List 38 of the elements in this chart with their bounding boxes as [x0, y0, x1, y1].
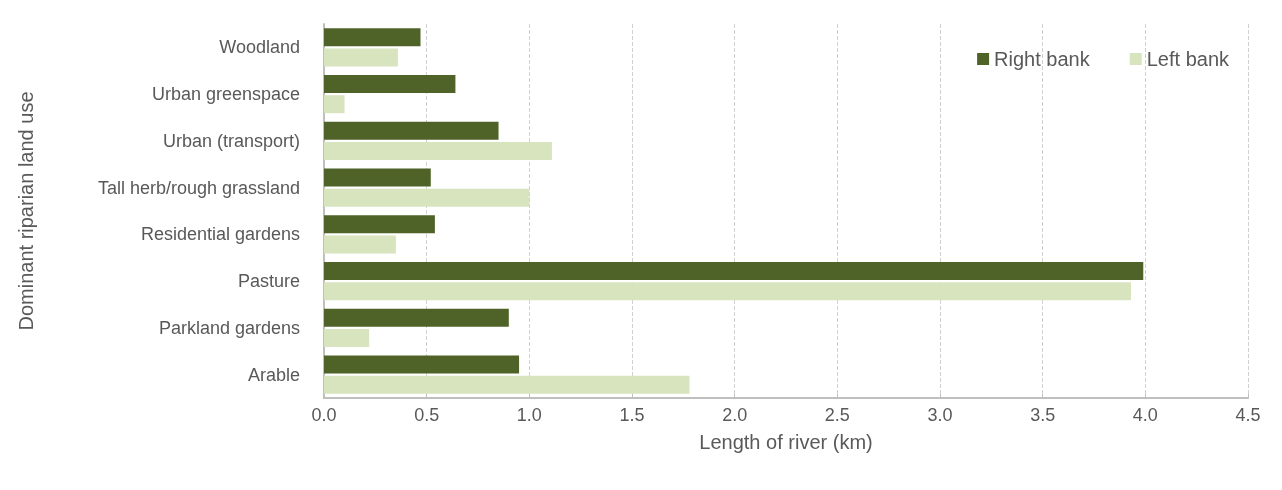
bar	[324, 168, 431, 187]
x-tick-label: 0.5	[414, 405, 440, 425]
bar	[324, 375, 690, 394]
y-tick-label: Parkland gardens	[158, 317, 300, 338]
x-tick-label: 2.5	[824, 405, 850, 425]
x-tick-label: 4.0	[1132, 405, 1158, 425]
bar	[324, 355, 520, 374]
legend-label: Left bank	[1146, 48, 1230, 70]
bar	[324, 141, 552, 160]
y-axis-title: Dominant riparian land use	[15, 91, 37, 331]
x-tick-label: 3.5	[1030, 405, 1056, 425]
y-tick-label: Urban (transport)	[162, 130, 300, 151]
y-tick-label: Residential gardens	[140, 224, 300, 245]
legend-label: Right bank	[994, 48, 1091, 70]
bar	[324, 215, 435, 234]
y-tick-label: Arable	[247, 364, 300, 385]
bar	[324, 308, 509, 327]
bar	[324, 121, 499, 140]
x-tick-label: 3.0	[927, 405, 953, 425]
y-tick-label: Urban greenspace	[151, 84, 300, 105]
bar	[324, 282, 1131, 301]
bar	[324, 28, 421, 47]
bar	[324, 262, 1144, 281]
x-tick-label: 0.0	[311, 405, 337, 425]
x-tick-label: 1.0	[516, 405, 542, 425]
x-tick-label: 1.5	[619, 405, 645, 425]
x-tick-label: 2.0	[722, 405, 748, 425]
bar	[324, 95, 345, 114]
y-tick-label: Pasture	[237, 271, 300, 292]
bar	[324, 235, 396, 254]
bar	[324, 48, 398, 67]
y-tick-label: Tall herb/rough grassland	[97, 177, 300, 198]
y-tick-label: Woodland	[219, 37, 300, 58]
x-axis-title: Length of river (km)	[699, 431, 873, 453]
bar	[324, 188, 530, 207]
bar	[324, 328, 370, 347]
bar	[324, 75, 456, 94]
x-tick-label: 4.5	[1235, 405, 1261, 425]
